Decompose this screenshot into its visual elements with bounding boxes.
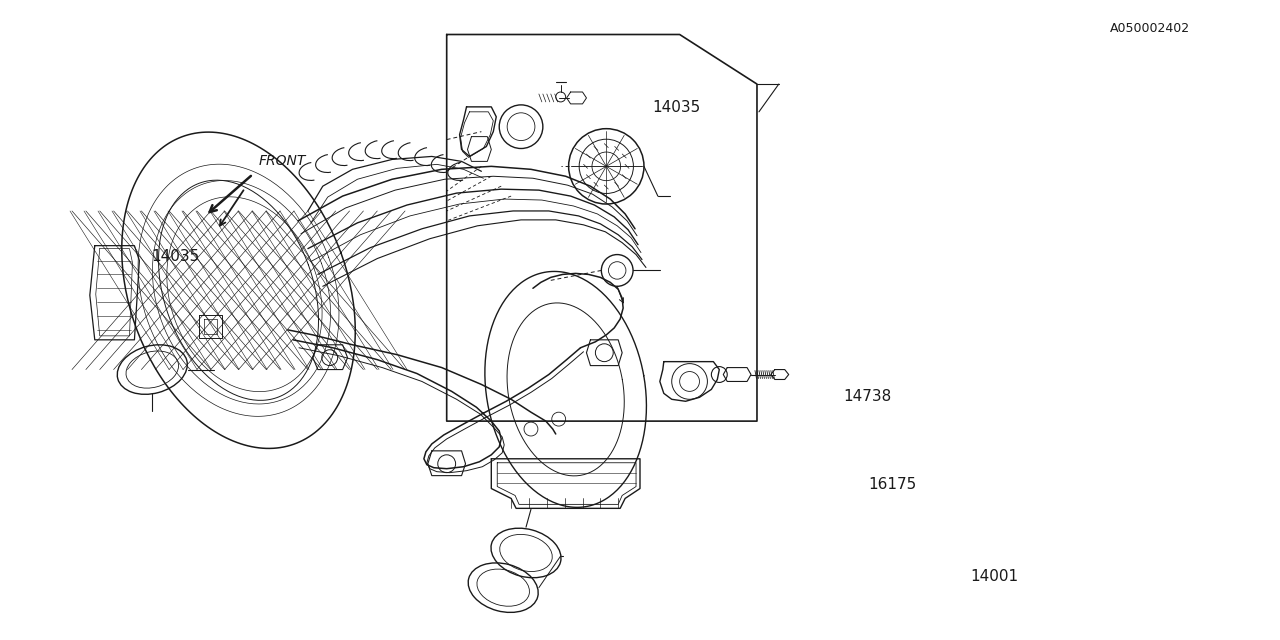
Text: A050002402: A050002402: [1110, 22, 1189, 35]
Text: 14035: 14035: [151, 249, 200, 264]
Text: 14738: 14738: [844, 388, 891, 404]
Text: 14035: 14035: [653, 100, 701, 115]
Text: 16175: 16175: [868, 477, 916, 492]
Text: FRONT: FRONT: [259, 154, 306, 168]
Text: 14001: 14001: [970, 570, 1018, 584]
